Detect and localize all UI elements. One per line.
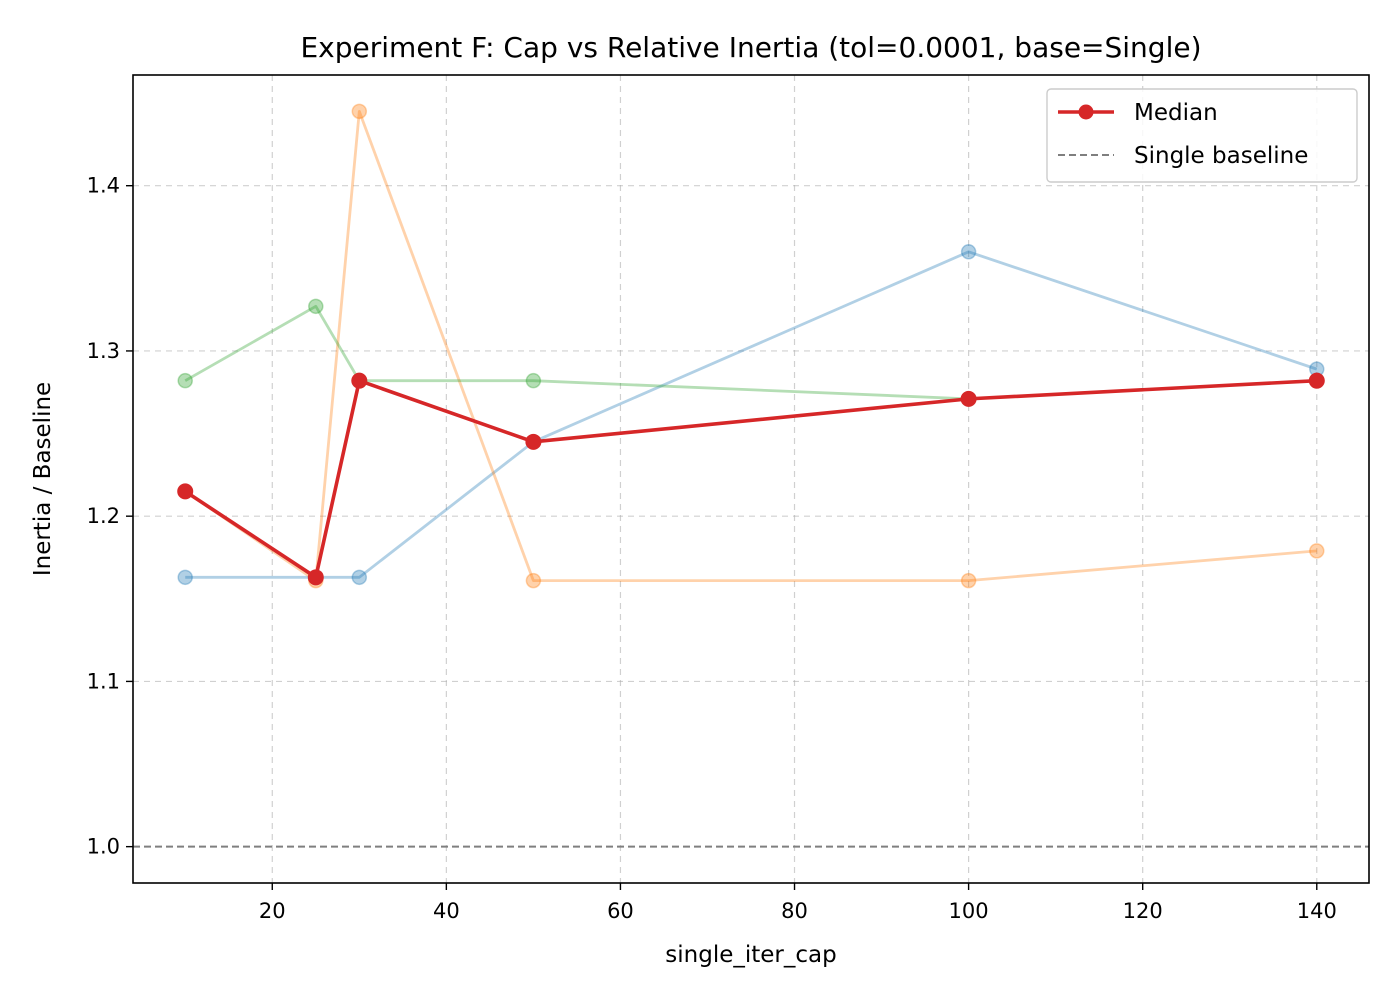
x-tick-label: 80 [781,899,808,923]
x-axis-ticks: 20 40 60 80 100 120 140 [259,883,1337,923]
series-point [308,298,324,315]
series-point [960,244,977,260]
median-point [351,372,368,389]
series-point [960,572,977,589]
legend-box [1046,88,1358,183]
y-axis-ticks: 1.0 1.1 1.2 1.3 1.4 [87,174,133,859]
median-series [177,372,1325,586]
x-tick-label: 120 [1123,899,1163,923]
y-axis-label: Inertia / Baseline [30,382,56,576]
series-point [525,372,542,389]
series-point [351,103,368,120]
series-point [177,372,193,389]
median-point [1308,372,1325,389]
grid [133,75,1369,883]
legend: Median Single baseline [1046,88,1358,183]
y-tick-label: 1.4 [87,174,120,198]
median-point [960,390,977,407]
y-tick-label: 1.3 [87,339,120,363]
y-tick-label: 1.2 [87,504,120,528]
x-tick-label: 40 [433,899,460,923]
series-point [351,569,368,586]
series-point [1309,543,1325,559]
x-axis-label: single_iter_cap [665,942,836,968]
legend-baseline-label: Single baseline [1134,143,1308,169]
series-point [177,569,193,586]
series-layer [177,103,1325,589]
plot-frame [132,74,1370,884]
median-line [184,378,1317,580]
series-point [525,572,542,589]
median-point [307,569,324,586]
x-tick-label: 60 [607,899,634,923]
x-tick-label: 100 [949,899,989,923]
series-line [184,109,1317,583]
y-tick-label: 1.1 [87,669,120,693]
legend-median-marker [1078,104,1094,120]
series-line [185,250,1318,579]
x-tick-label: 20 [259,899,286,923]
chart-title: Experiment F: Cap vs Relative Inertia (t… [300,31,1201,64]
x-tick-label: 140 [1297,899,1337,923]
legend-median-label: Median [1134,100,1218,126]
y-tick-label: 1.0 [87,835,120,859]
median-point [525,433,542,450]
median-point [177,483,194,500]
